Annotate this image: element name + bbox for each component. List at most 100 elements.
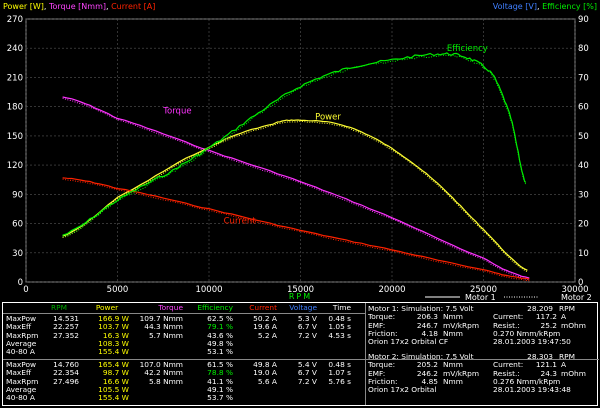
cell-time: 5.76 s <box>328 376 351 386</box>
cell-torque: 42.2 Nmm <box>144 368 183 378</box>
row-label: MaxPow <box>6 360 37 369</box>
x-tick-label: 10000 <box>195 285 222 295</box>
cell-time: 0.48 s <box>328 360 351 369</box>
motor-resist-label: Resist.: <box>493 368 520 378</box>
cell-time: 1.05 s <box>328 322 351 332</box>
cell-time: 1.07 s <box>328 368 351 378</box>
motor-resist-unit: mOhm <box>561 368 586 378</box>
motor-chart: 0 30 60 90 120 150 180 210 240 270 0 10 20 30 40 50 60 70… <box>7 15 592 300</box>
motor-torque-unit: Nmm <box>443 360 463 370</box>
motor-friction-label: Friction: <box>368 376 398 386</box>
table-header-efficiency: Efficiency <box>197 303 233 312</box>
cell-rpm: 27.496 <box>53 376 79 386</box>
y-left-tick-label: 270 <box>7 15 23 25</box>
cell-voltage: 5.3 V <box>297 314 317 323</box>
motor-torque-unit: Nmm <box>443 312 463 322</box>
motor-torque-label: Torque: <box>368 360 396 370</box>
motor-name: Orion 17x2 Orbital <box>368 385 437 395</box>
motor-current-unit: A <box>561 360 567 370</box>
cell-power: 103.7 W <box>98 322 129 332</box>
y-left-tick-label: 90 <box>12 190 23 200</box>
cell-power: 108.3 W <box>98 338 129 348</box>
motor-name: Orion 17x2 Orbital CF <box>368 337 449 347</box>
cell-eff: 78.8 % <box>207 368 233 378</box>
cell-rpm: 22.354 <box>53 368 79 378</box>
x-axis-label: RPM <box>289 292 312 300</box>
series-line-power-motor1 <box>62 119 528 271</box>
series-label-efficiency: Efficiency <box>447 44 488 54</box>
row-label: 40-80 A <box>6 347 35 357</box>
cell-power: 16.6 W <box>102 376 129 386</box>
cell-current: 49.8 A <box>253 360 277 369</box>
series-line-torque-motor2 <box>62 97 530 281</box>
y-right-tick-label: 40 <box>578 161 589 171</box>
cell-torque: 107.0 Nmm <box>139 360 183 369</box>
cell-power: 155.4 W <box>98 347 129 357</box>
motor-friction-unit: Nmm <box>443 328 463 338</box>
motor-title: Motor 1: Simulation: 7.5 Volt <box>368 304 474 313</box>
motor-friction-label: Friction: <box>368 328 398 338</box>
cell-eff: 79.1 % <box>207 322 233 332</box>
legend-label-motor2: Motor 2 <box>561 293 592 300</box>
motor-timestamp: 28.01.2003 19:47:50 <box>493 337 571 347</box>
x-tick-label: 15000 <box>287 285 314 295</box>
motor-emf-unit: mV/kRpm <box>443 368 480 378</box>
cell-power: 166.9 W <box>98 314 129 323</box>
cell-eff: 61.5 % <box>207 360 233 369</box>
cell-voltage: 7.2 V <box>297 330 317 340</box>
y-right-tick-label: 30 <box>578 190 589 200</box>
x-tick-label: 30000 <box>561 285 588 295</box>
motor-resist-value: 24.3 <box>540 368 557 378</box>
motor-torque-value: 206.3 <box>416 312 438 322</box>
series-line-efficiency-motor2 <box>62 54 527 237</box>
header-current: Current [A] <box>111 2 156 11</box>
series-line-current-motor1 <box>62 177 530 280</box>
row-label: MaxRpm <box>6 330 39 340</box>
header-efficiency: Efficiency [%] <box>542 2 597 11</box>
y-right-tick-label: 10 <box>578 249 589 259</box>
row-label: MaxEff <box>6 368 32 378</box>
legend-label-motor1: Motor 1 <box>465 293 496 300</box>
motor-resist-value: 25.2 <box>540 320 557 330</box>
motor-torque-value: 205.2 <box>416 360 438 370</box>
cell-rpm: 14.760 <box>53 360 79 369</box>
y-left-tick-label: 30 <box>12 249 23 259</box>
cell-current: 5.2 A <box>257 330 277 340</box>
motor-friction-value: 4.18 <box>421 328 438 338</box>
motor-current-unit: A <box>561 312 567 322</box>
table-header-rpm: RPM <box>51 303 67 312</box>
motor-current-value: 117.2 <box>535 312 557 322</box>
y-right-tick-label: 20 <box>578 220 589 230</box>
y-left-tick-label: 210 <box>7 73 23 83</box>
table-vertical-divider <box>365 303 366 405</box>
motor-emf-value: 246.7 <box>416 320 438 330</box>
y-right-tick-label: 90 <box>578 15 589 25</box>
motor-friction-coeff: 0.276 Nmm/kRpm <box>493 376 561 386</box>
table-divider <box>3 313 365 314</box>
header-voltage: Voltage [V] <box>492 2 537 11</box>
cell-rpm: 27.352 <box>53 330 79 340</box>
cell-torque: 5.7 Nmm <box>148 330 183 340</box>
y-right-tick-label: 80 <box>578 44 589 54</box>
cell-eff: 62.5 % <box>207 314 233 323</box>
series-label-power: Power <box>315 112 341 122</box>
header-sep: , <box>105 2 112 11</box>
y-left-tick-label: 240 <box>7 44 23 54</box>
cell-rpm: 14.531 <box>53 314 79 323</box>
series-line-efficiency-motor1 <box>62 52 527 236</box>
x-tick-label: 5000 <box>107 285 129 295</box>
motor-torque-label: Torque: <box>368 312 396 322</box>
cell-eff: 49.1 % <box>207 384 233 394</box>
row-label: MaxEff <box>6 322 32 332</box>
row-label: 40-80 A <box>6 393 35 403</box>
cell-voltage: 6.7 V <box>297 368 317 378</box>
row-label: MaxPow <box>6 314 37 323</box>
x-tick-label: 25000 <box>470 285 497 295</box>
table-header-current: Current <box>249 303 277 312</box>
motor-emf-label: EMF: <box>368 368 386 378</box>
cell-current: 5.6 A <box>257 376 277 386</box>
cell-eff: 53.7 % <box>207 393 233 403</box>
table-header-time: Time <box>332 303 351 312</box>
cell-torque: 109.7 Nmm <box>139 314 183 323</box>
motor-title: Motor 2: Simulation: 7.5 Volt <box>368 352 474 361</box>
